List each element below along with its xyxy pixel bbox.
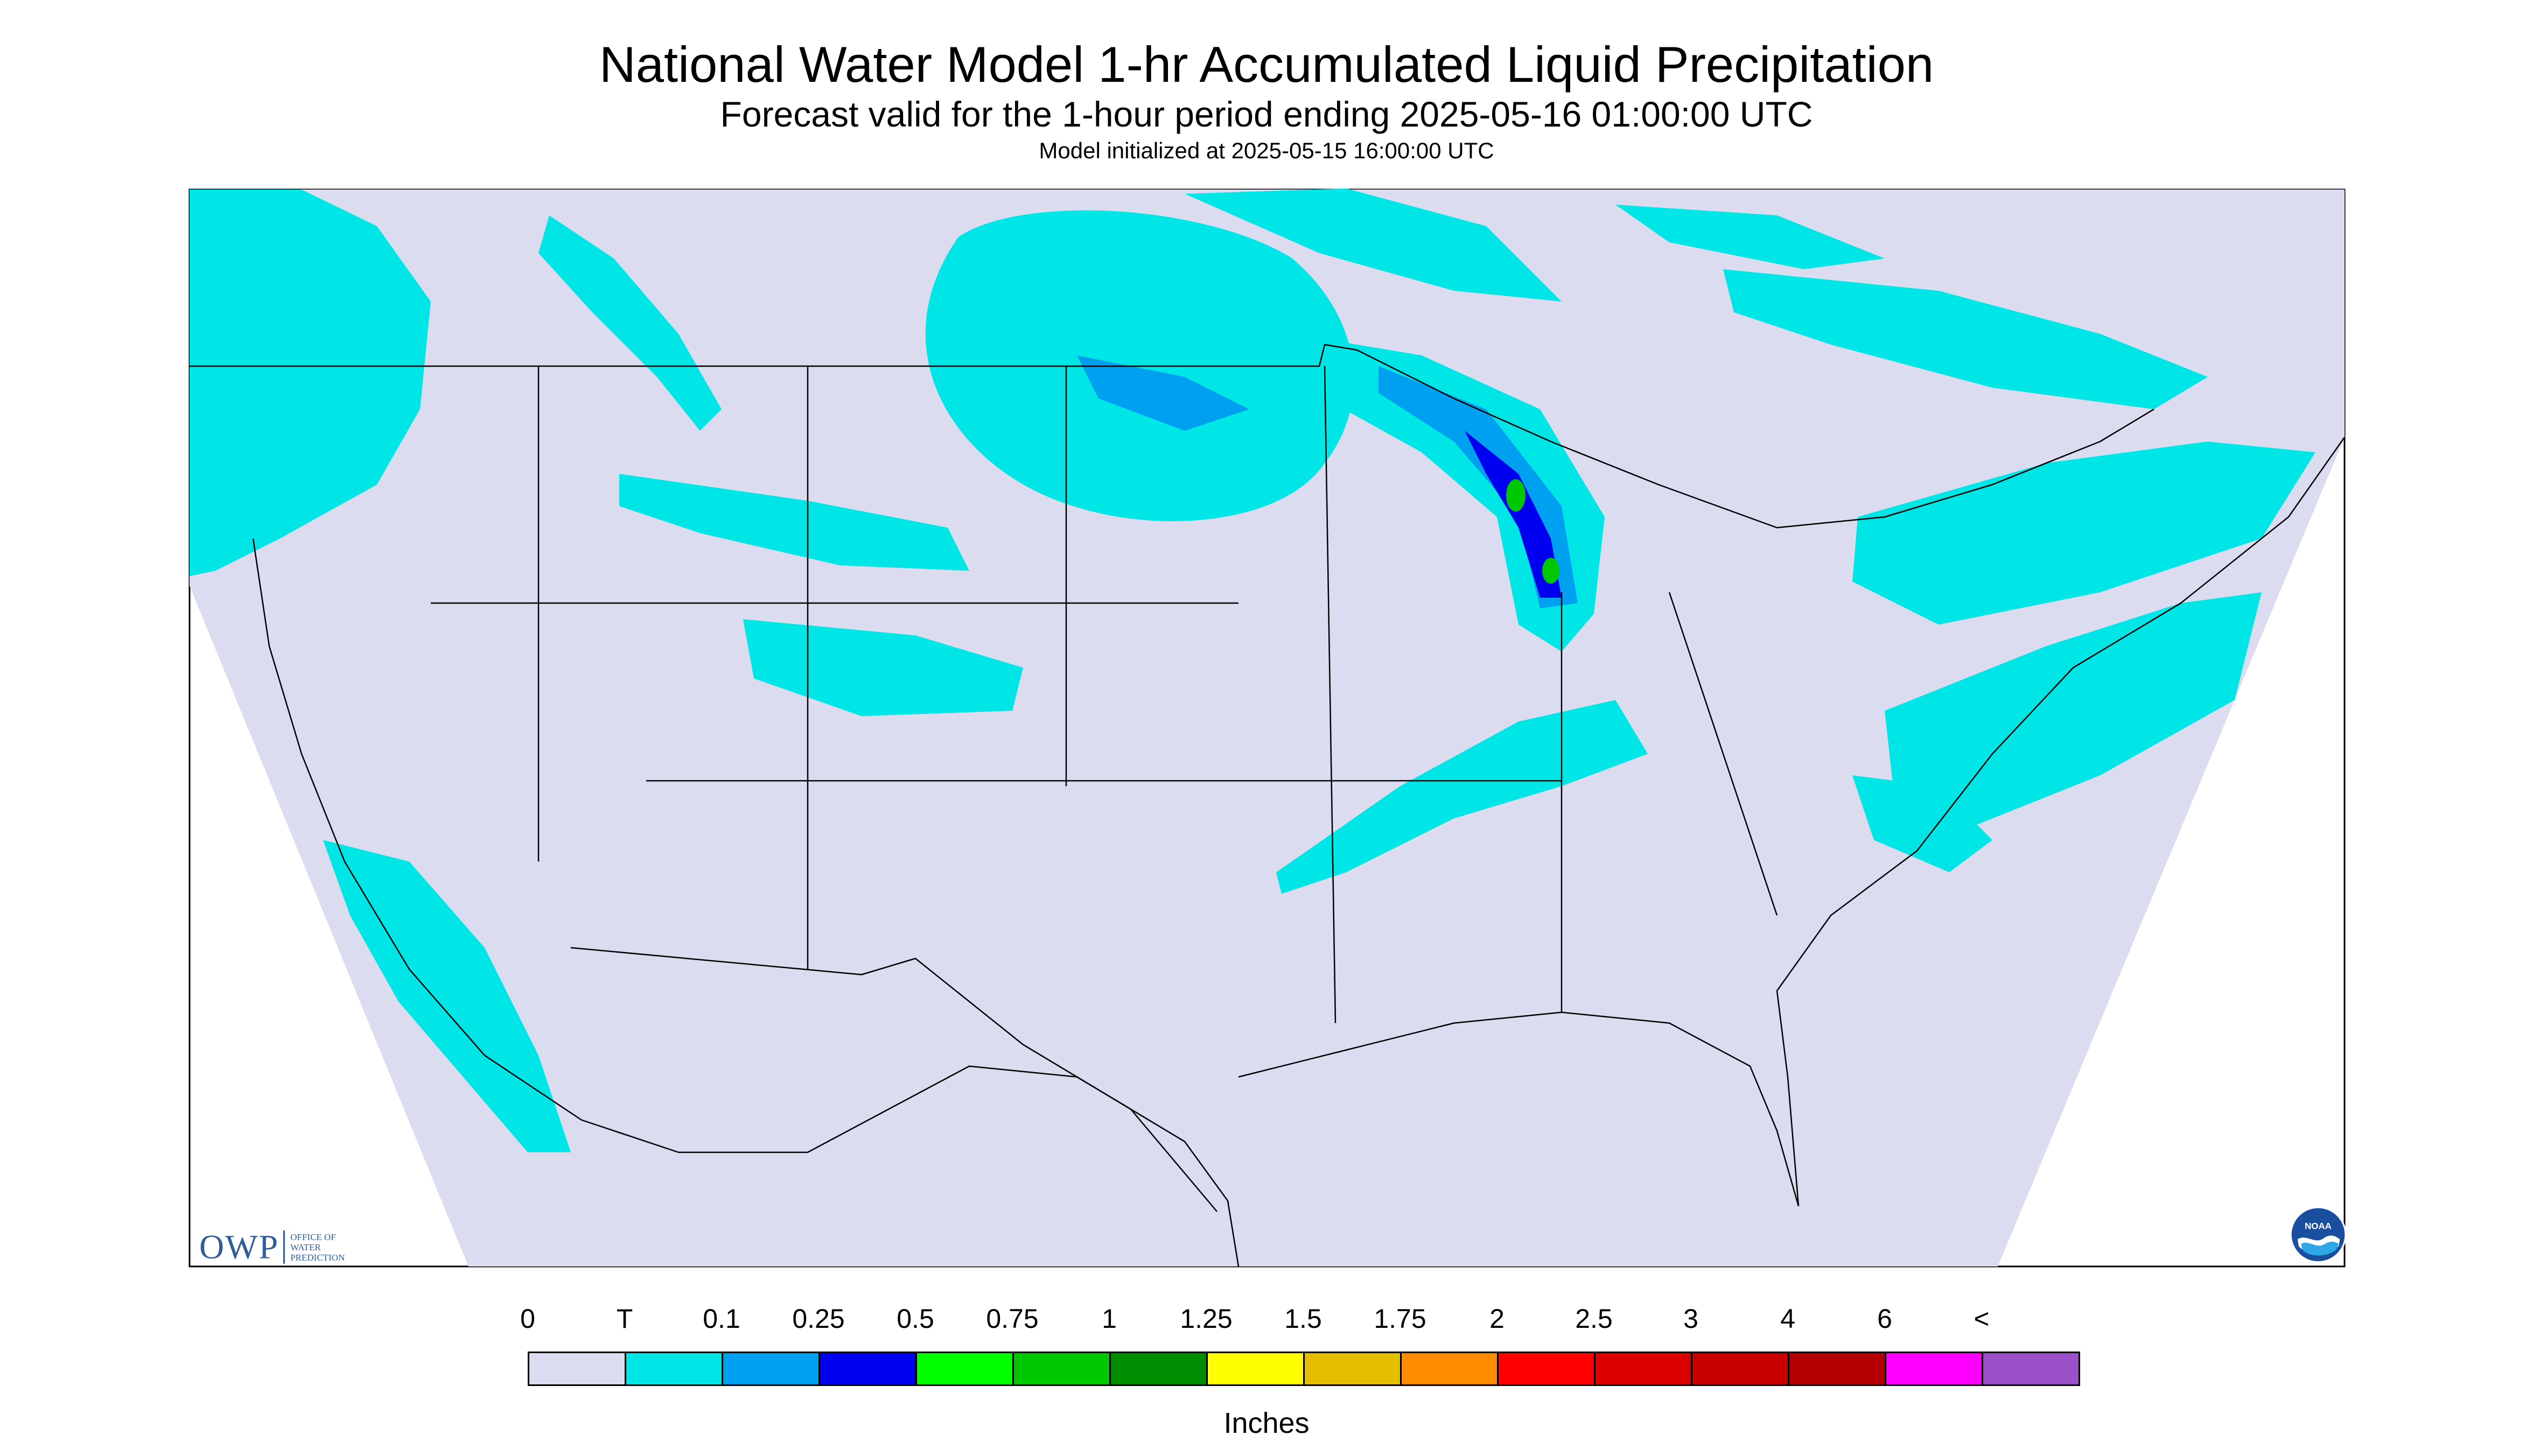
state-line-5 — [1324, 366, 1337, 1024]
legend-tick-label: 1 — [1102, 1304, 1117, 1334]
precip-ontario — [1723, 269, 2208, 409]
precip-lake-michigan-heavy — [1465, 431, 1562, 598]
owp-logo-icon: OWP OFFICE OF WATER PREDICTION — [199, 1226, 355, 1269]
owp-logo-mark: OWP — [199, 1228, 279, 1266]
legend-swatch — [1885, 1352, 1983, 1386]
legend-tick-label: 1.25 — [1180, 1304, 1233, 1334]
gulf-coast — [1238, 1011, 1800, 1207]
precip-pacific-nw — [190, 190, 431, 576]
legend-swatch — [1400, 1352, 1499, 1386]
legend-tick-label: 4 — [1780, 1304, 1795, 1334]
legend-tick-label: 0.25 — [792, 1304, 845, 1334]
owp-logo-line: PREDICTION — [290, 1252, 345, 1263]
legend-swatch — [528, 1352, 626, 1386]
state-line-8 — [1668, 592, 1778, 916]
us-mexico-border — [570, 947, 1217, 1212]
legend-swatch — [1206, 1352, 1305, 1386]
legend-tick-label: 6 — [1877, 1304, 1892, 1334]
noaa-logo-icon: NOAA — [2290, 1206, 2347, 1263]
legend-tick-label: 1.5 — [1284, 1304, 1322, 1334]
precip-trace — [190, 188, 2315, 1152]
legend-tick-label: 0.1 — [703, 1304, 740, 1334]
legend-swatch — [1594, 1352, 1692, 1386]
legend-swatch — [1303, 1352, 1402, 1386]
precip-heavy-cores — [1506, 479, 1559, 584]
precip-great-lakes-band — [1292, 334, 1605, 652]
legend-tick-label: T — [616, 1304, 633, 1334]
model-domain — [190, 190, 2345, 1266]
legend-swatch — [625, 1352, 723, 1386]
legend-tick-label: 0 — [520, 1304, 535, 1334]
precip-atlantic-coast — [1885, 592, 2262, 829]
noaa-logo-text: NOAA — [2305, 1221, 2332, 1231]
legend-tick-label: 1.75 — [1374, 1304, 1426, 1334]
legend-colorbar — [528, 1352, 2080, 1386]
precip-core-1 — [1506, 479, 1526, 512]
legend-swatch — [1012, 1352, 1111, 1386]
precip-colorado-band — [743, 619, 1023, 716]
atlantic-coast — [1776, 437, 2346, 1207]
precip-dakota-arm — [1185, 188, 1562, 302]
precip-carolinas — [1852, 775, 1992, 872]
owp-logo-text: OFFICE OF WATER PREDICTION — [290, 1232, 355, 1263]
legend-units: Inches — [1223, 1407, 1310, 1439]
boundaries — [190, 344, 2346, 1267]
legend-swatch — [1691, 1352, 1789, 1386]
precip-northeast — [1852, 442, 2315, 625]
precip-montana-band — [619, 474, 969, 571]
precip-ohio-valley-band — [1276, 700, 1648, 894]
legend-labels: 0 T 0.1 0.25 0.5 0.75 1 1.25 1.5 1.75 2 2.5 3 4 6 < — [0, 1303, 2533, 1341]
precip-rockies-band — [538, 215, 722, 431]
legend-swatch — [915, 1352, 1014, 1386]
legend-swatch — [1788, 1352, 1886, 1386]
legend-swatch — [722, 1352, 820, 1386]
legend-swatch — [818, 1352, 917, 1386]
legend-swatch — [1109, 1352, 1208, 1386]
us-canada-border — [190, 344, 2154, 529]
owp-logo-line: OFFICE OF — [290, 1231, 336, 1242]
precip-heavy-band — [1465, 431, 1562, 598]
legend-swatch — [1497, 1352, 1596, 1386]
legend-swatch — [1982, 1352, 2080, 1386]
map-title: National Water Model 1-hr Accumulated Li… — [599, 36, 1934, 93]
precip-core-2 — [1542, 558, 1559, 584]
legend-tick-label: < — [1974, 1304, 1990, 1334]
precip-dakota-moderate — [1077, 355, 1249, 431]
legend-tick-label: 2 — [1489, 1304, 1505, 1334]
us-coastline — [252, 538, 1240, 1267]
precip-quebec — [1615, 205, 1885, 269]
model-init-time: Model initialized at 2025-05-15 16:00:00… — [1039, 138, 1494, 163]
precip-southwest-coast — [323, 840, 571, 1152]
legend-tick-label: 3 — [1683, 1304, 1698, 1334]
owp-logo-line: WATER — [290, 1242, 321, 1252]
map-subtitle: Forecast valid for the 1-hour period end… — [720, 94, 1813, 134]
owp-logo-divider — [283, 1230, 285, 1264]
legend-tick-label: 2.5 — [1575, 1304, 1613, 1334]
legend-tick-label: 0.5 — [897, 1304, 934, 1334]
legend-tick-label: 0.75 — [986, 1304, 1039, 1334]
